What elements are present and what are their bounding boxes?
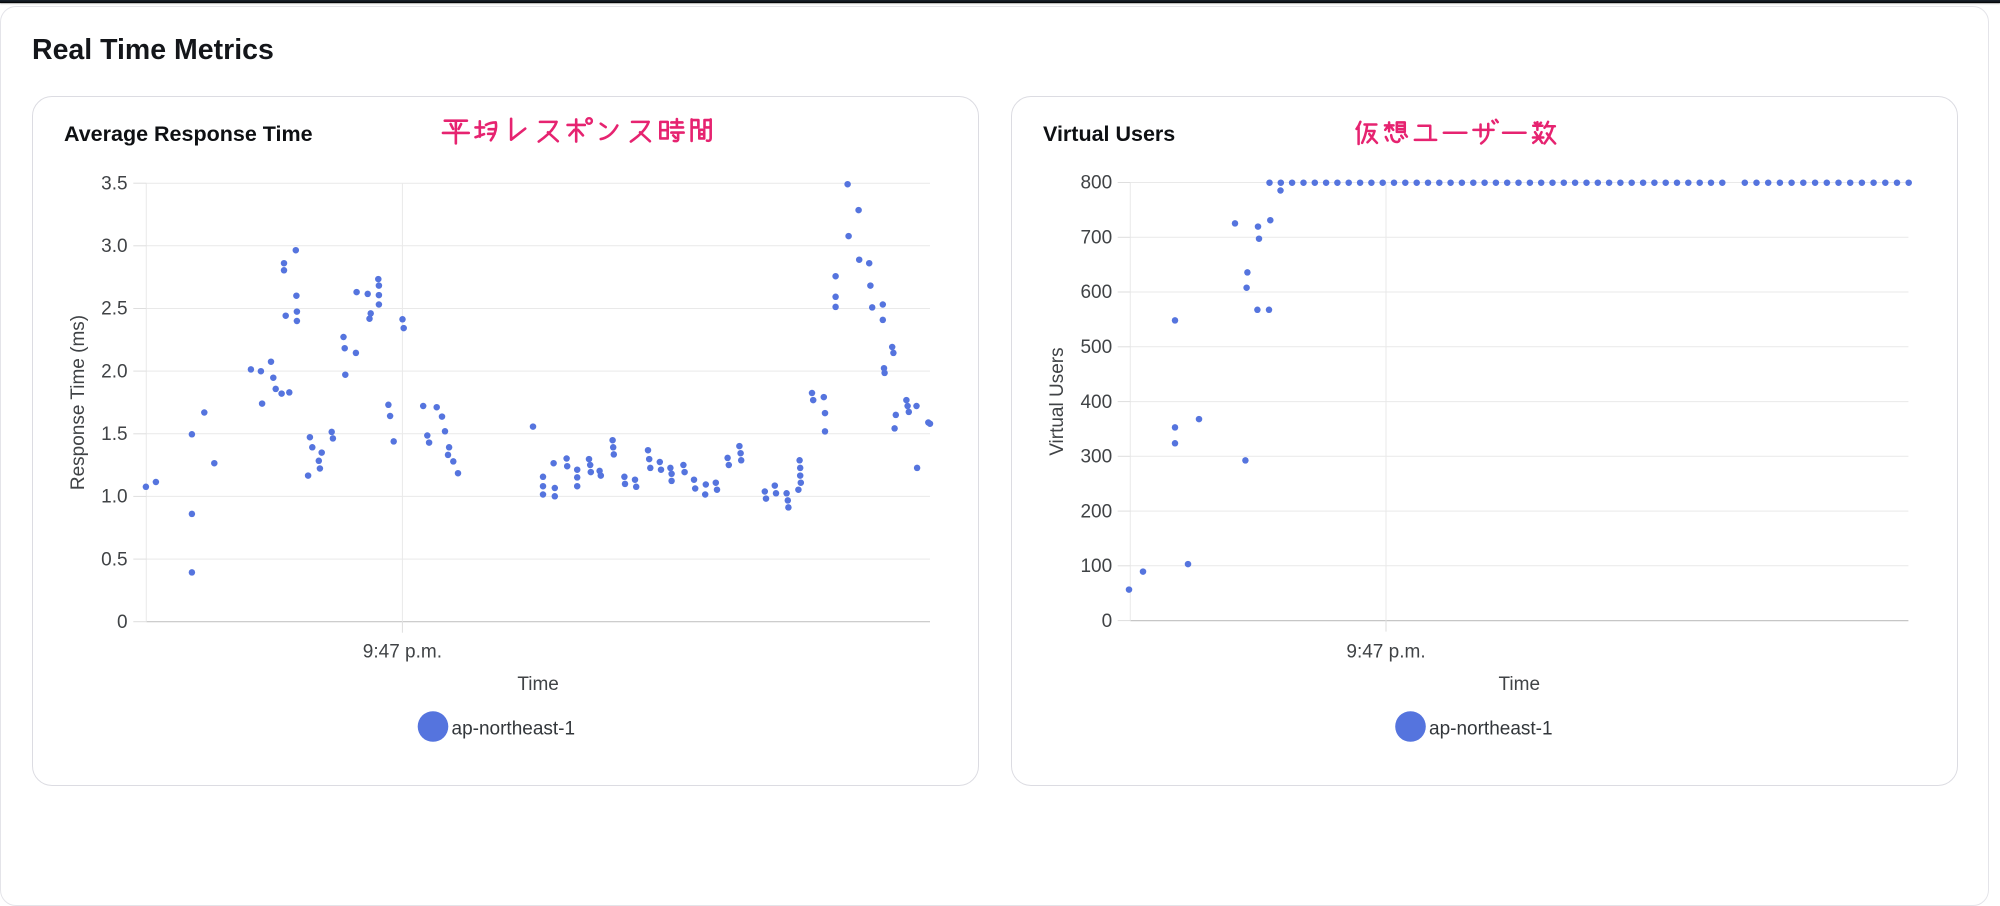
svg-text:600: 600 (1080, 282, 1112, 303)
svg-text:ap-northeast-1: ap-northeast-1 (452, 719, 576, 740)
svg-text:Time: Time (517, 674, 559, 695)
svg-text:500: 500 (1080, 337, 1112, 358)
svg-text:9:47 p.m.: 9:47 p.m. (1346, 642, 1425, 663)
svg-text:0: 0 (117, 612, 128, 633)
svg-text:700: 700 (1080, 228, 1112, 249)
svg-text:2.0: 2.0 (101, 361, 127, 382)
svg-text:9:47 p.m.: 9:47 p.m. (363, 642, 442, 663)
svg-text:3.0: 3.0 (101, 236, 127, 257)
svg-text:0: 0 (1102, 611, 1113, 632)
svg-text:3.5: 3.5 (101, 173, 127, 194)
svg-text:1.0: 1.0 (101, 487, 127, 508)
svg-text:400: 400 (1080, 392, 1112, 413)
svg-text:200: 200 (1080, 501, 1112, 522)
svg-text:Time: Time (1499, 674, 1541, 695)
svg-text:Virtual Users: Virtual Users (1043, 122, 1175, 146)
svg-text:Virtual Users: Virtual Users (1047, 347, 1068, 455)
svg-text:300: 300 (1080, 447, 1112, 468)
svg-text:ap-northeast-1: ap-northeast-1 (1429, 719, 1553, 740)
svg-text:0.5: 0.5 (101, 549, 127, 570)
svg-text:1.5: 1.5 (101, 424, 127, 445)
svg-text:800: 800 (1080, 173, 1112, 194)
svg-text:Response Time (ms): Response Time (ms) (68, 315, 89, 490)
svg-text:2.5: 2.5 (101, 299, 127, 320)
svg-text:100: 100 (1080, 556, 1112, 577)
svg-text:Average Response Time: Average Response Time (64, 122, 313, 146)
